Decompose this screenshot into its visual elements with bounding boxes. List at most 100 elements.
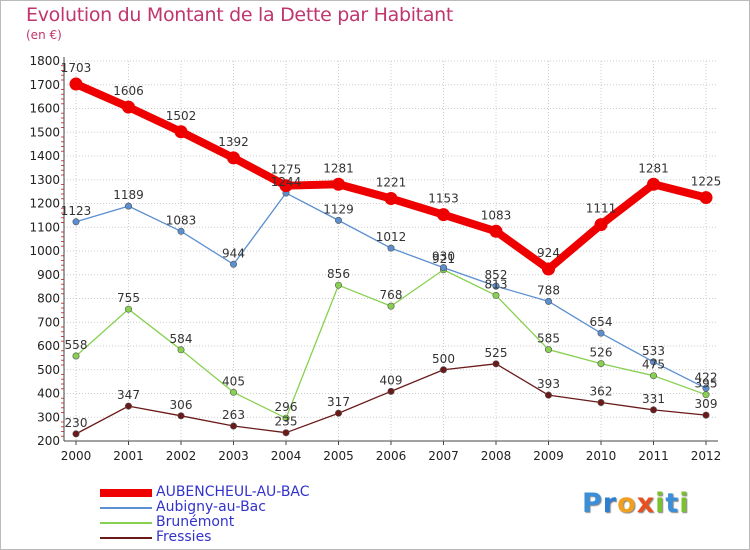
logo-letter: P	[582, 488, 603, 519]
data-point	[597, 360, 605, 368]
data-label: 558	[65, 338, 88, 352]
data-point	[702, 384, 710, 392]
legend-label: AUBENCHEUL-AU-BAC	[156, 484, 310, 500]
data-point	[544, 346, 552, 354]
data-label: 1129	[323, 202, 354, 216]
logo-letter: t	[665, 488, 680, 519]
y-tick-label: 1100	[29, 220, 60, 234]
data-point	[177, 346, 185, 354]
legend-label: Fressies	[156, 529, 212, 545]
x-tick-label: 2006	[376, 449, 407, 463]
data-label: 393	[537, 377, 560, 391]
data-point	[227, 151, 240, 165]
proxiti-logo: Proxiti	[582, 488, 690, 519]
y-tick-label: 1400	[29, 149, 60, 163]
y-tick-label: 1000	[29, 244, 60, 258]
data-point	[230, 260, 238, 268]
data-point	[542, 262, 555, 276]
data-point	[69, 77, 83, 91]
data-label: 654	[590, 315, 613, 329]
data-point	[492, 291, 500, 299]
y-tick-label: 1300	[29, 173, 60, 187]
legend-swatch	[100, 537, 152, 539]
axes: 200 300 400 500 600 700 800 900 1000 1100 1200 1300…	[29, 54, 721, 463]
data-label: 930	[432, 250, 455, 264]
data-label: 852	[485, 268, 508, 282]
data-point	[279, 179, 293, 193]
data-point	[439, 366, 447, 374]
data-point	[544, 391, 552, 399]
data-label: 1153	[428, 192, 459, 206]
y-tick-label: 500	[37, 363, 60, 377]
data-label: 1275	[271, 163, 302, 177]
x-tick-label: 2007	[428, 449, 459, 463]
x-tick-label: 2011	[638, 449, 669, 463]
logo-letter: r	[602, 488, 618, 519]
data-label: 395	[695, 377, 718, 391]
legend-item-fressies: Fressies	[100, 529, 360, 546]
data-label: 1502	[166, 109, 197, 123]
data-label: 309	[695, 397, 718, 411]
data-label: 1392	[218, 135, 249, 149]
data-label: 1281	[323, 161, 354, 175]
y-tick-label: 1600	[29, 102, 60, 116]
y-tick-label: 1200	[29, 197, 60, 211]
data-point	[282, 429, 290, 437]
data-label: 317	[327, 395, 350, 409]
data-point	[334, 281, 342, 289]
data-label: 533	[642, 344, 665, 358]
data-point	[125, 202, 133, 210]
data-point	[230, 388, 238, 396]
legend-item-brunemont: Brunémont	[100, 514, 360, 531]
data-label: 1083	[166, 213, 197, 227]
data-label: 585	[537, 332, 560, 346]
data-point	[597, 329, 605, 337]
data-label: 856	[327, 267, 350, 281]
data-label: 1083	[481, 208, 512, 222]
data-point	[437, 208, 450, 222]
data-point	[177, 412, 185, 420]
data-label: 306	[170, 398, 193, 412]
data-label: 813	[485, 277, 508, 291]
x-tick-label: 2000	[61, 449, 92, 463]
data-point	[384, 192, 398, 206]
x-tick-label: 2004	[271, 449, 302, 463]
data-labels: 230 347 306 263 235 317 409 500 525 393 362 331 309 5…	[61, 61, 722, 430]
x-tick-label: 2005	[323, 449, 354, 463]
data-label: 1244	[271, 175, 302, 189]
y-tick-label: 1700	[29, 78, 60, 92]
data-label: 788	[537, 283, 560, 297]
data-label: 500	[432, 352, 455, 366]
legend-item-aubigny: Aubigny-au-Bac	[100, 499, 360, 516]
data-label: 755	[117, 291, 140, 305]
data-label: 235	[275, 415, 298, 429]
legend-label: Aubigny-au-Bac	[156, 499, 266, 515]
legend-swatch	[100, 522, 152, 524]
data-label: 409	[380, 373, 403, 387]
data-label: 475	[642, 358, 665, 372]
data-point	[125, 305, 133, 313]
data-label: 1703	[61, 61, 92, 75]
series-layer	[69, 77, 713, 438]
data-label: 1189	[113, 188, 144, 202]
data-point	[649, 372, 657, 380]
legend-swatch	[100, 489, 152, 497]
data-label: 362	[590, 385, 613, 399]
x-tick-label: 2002	[166, 449, 197, 463]
data-point	[332, 177, 345, 191]
data-label: 526	[590, 346, 613, 360]
legend: AUBENCHEUL-AU-BAC Aubigny-au-Bac Brunémo…	[100, 484, 360, 546]
data-label: 525	[485, 346, 508, 360]
y-tick-label: 200	[37, 434, 60, 448]
x-tick-label: 2003	[218, 449, 249, 463]
data-label: 1225	[691, 175, 722, 189]
data-point	[649, 358, 657, 366]
data-label: 768	[380, 288, 403, 302]
x-tick-label: 2001	[113, 449, 144, 463]
data-point	[439, 264, 447, 272]
data-point	[282, 414, 290, 422]
data-label: 331	[642, 392, 665, 406]
y-tick-label: 900	[37, 268, 60, 282]
logo-letter: i	[655, 488, 666, 519]
